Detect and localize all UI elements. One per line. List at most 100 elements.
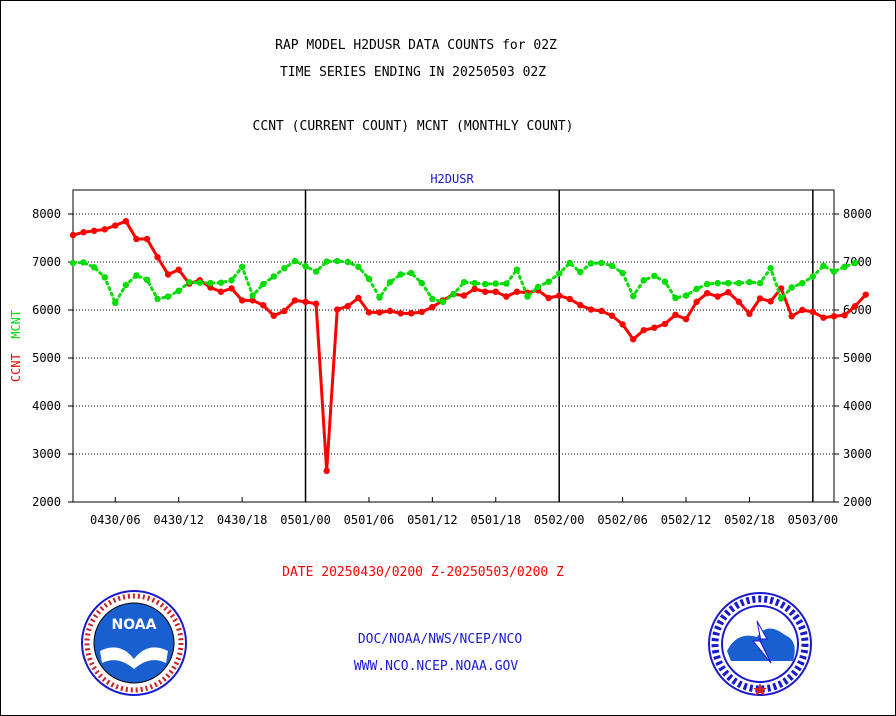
point-ccnt (767, 298, 774, 305)
point-ccnt (503, 293, 510, 300)
x-tick-label: 0502/00 (534, 513, 585, 527)
point-ccnt (820, 314, 827, 321)
point-ccnt (90, 227, 98, 234)
point-ccnt (703, 290, 711, 297)
point-ccnt (672, 311, 679, 318)
x-tick-label: 0430/18 (217, 513, 268, 527)
point-ccnt (270, 312, 278, 319)
point-ccnt (788, 313, 795, 320)
noaa-logo-icon: NOAA (81, 590, 187, 696)
point-ccnt (629, 336, 637, 343)
point-ccnt (682, 315, 690, 323)
point-ccnt (397, 310, 404, 317)
noaa-logo-text: NOAA (112, 617, 157, 633)
point-ccnt (217, 288, 225, 295)
x-tick-label: 0502/18 (724, 513, 775, 527)
x-tick-label: 0430/12 (153, 513, 204, 527)
point-ccnt (112, 222, 119, 229)
point-ccnt (640, 326, 647, 334)
point-ccnt (577, 302, 584, 309)
point-ccnt (830, 313, 838, 320)
y-tick-label: 6000 (32, 303, 61, 317)
point-ccnt (587, 306, 595, 313)
point-ccnt (238, 297, 246, 304)
point-ccnt (471, 285, 478, 293)
point-ccnt (281, 307, 288, 315)
point-ccnt (555, 292, 563, 299)
point-ccnt (344, 302, 352, 310)
point-ccnt (355, 294, 362, 302)
point-ccnt (175, 266, 182, 273)
point-ccnt (334, 306, 341, 313)
nws-logo-icon: NATIONAL WEATHER SERVICE (708, 592, 812, 696)
point-ccnt (69, 231, 77, 239)
point-ccnt (714, 293, 721, 300)
y-tick-label-right: 6000 (843, 303, 872, 317)
x-tick-label: 0430/06 (90, 513, 141, 527)
y-tick-label: 4000 (32, 399, 61, 413)
point-ccnt (492, 288, 499, 295)
point-ccnt (260, 302, 267, 309)
point-ccnt (545, 294, 552, 302)
point-ccnt (408, 310, 415, 317)
point-ccnt (513, 288, 521, 295)
point-ccnt (566, 295, 573, 303)
y-tick-label: 3000 (32, 447, 61, 461)
plot-title: H2DUSR (430, 172, 474, 186)
nco-link[interactable]: WWW.NCO.NCEP.NOAA.GOV (353, 659, 519, 674)
point-ccnt (164, 271, 172, 278)
x-tick-label: 0501/00 (280, 513, 331, 527)
x-tick-label: 0501/18 (470, 513, 521, 527)
point-ccnt (376, 309, 383, 316)
point-ccnt (651, 324, 658, 331)
point-ccnt (746, 310, 753, 318)
point-ccnt (799, 306, 806, 314)
point-ccnt (809, 308, 817, 316)
series-line-mcnt (71, 259, 857, 307)
y-tick-label-right: 2000 (843, 495, 872, 509)
point-ccnt (122, 218, 130, 225)
plot-frame (72, 189, 835, 503)
point-ccnt (154, 254, 161, 261)
point-ccnt (302, 298, 309, 306)
y-tick-label-right: 8000 (843, 207, 872, 221)
point-ccnt (756, 295, 764, 302)
point-ccnt (598, 307, 605, 315)
chart-subtitle: CCNT (CURRENT COUNT) MCNT (MONTHLY COUNT… (252, 119, 574, 134)
y-tick-label: 5000 (32, 351, 61, 365)
point-ccnt (323, 467, 330, 474)
point-ccnt (80, 229, 87, 236)
point-mcnt (207, 279, 214, 287)
point-ccnt (851, 302, 859, 310)
y-tick-label: 7000 (32, 255, 61, 269)
point-ccnt (429, 303, 436, 311)
x-tick-label: 0501/12 (407, 513, 458, 527)
y-tick-label: 8000 (32, 207, 61, 221)
point-ccnt (418, 308, 425, 316)
chart-title-line2: TIME SERIES ENDING IN 20250503 02Z (279, 65, 547, 80)
point-ccnt (291, 297, 299, 304)
point-ccnt (693, 298, 700, 306)
point-ccnt (312, 300, 320, 307)
point-ccnt (143, 235, 151, 243)
point-ccnt (133, 235, 140, 243)
doc-link[interactable]: DOC/NOAA/NWS/NCEP/NCO (357, 632, 523, 647)
point-ccnt (725, 289, 732, 296)
point-ccnt (249, 297, 256, 304)
point-ccnt (735, 298, 743, 306)
x-tick-label: 0503/00 (788, 513, 839, 527)
point-ccnt (386, 307, 394, 315)
x-tick-label: 0501/06 (344, 513, 395, 527)
nws-logo-text: NATIONAL WEATHER SERVICE (753, 649, 768, 652)
point-ccnt (365, 309, 373, 316)
point-ccnt (619, 321, 626, 328)
point-ccnt (841, 312, 848, 319)
series-line-ccnt (72, 219, 867, 473)
y-tick-label-right: 5000 (843, 351, 872, 365)
point-ccnt (228, 285, 235, 292)
point-ccnt (482, 288, 489, 295)
chart-title-line1: RAP MODEL H2DUSR DATA COUNTS for 02Z (275, 38, 557, 53)
point-ccnt (661, 320, 669, 328)
date-range: DATE 20250430/0200 Z-20250503/0200 Z (282, 565, 564, 580)
